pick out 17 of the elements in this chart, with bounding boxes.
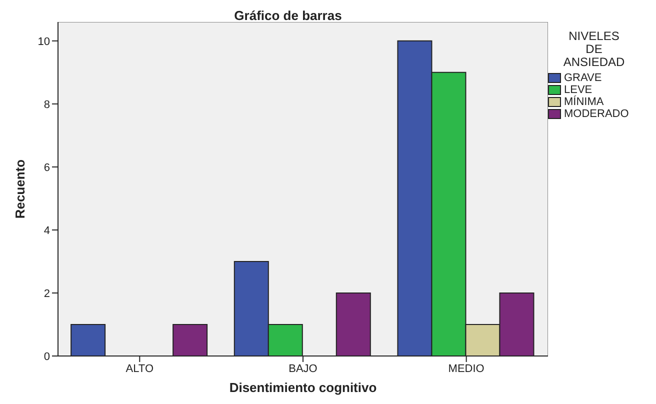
- x-axis-title: Disentimiento cognitivo: [229, 380, 377, 395]
- y-tick-label: 8: [44, 98, 50, 111]
- y-tick-label: 2: [44, 288, 50, 300]
- legend-title: NIVELES DE ANSIEDAD: [562, 29, 626, 69]
- y-tick-label: 10: [38, 36, 50, 48]
- legend-label: MODERADO: [564, 108, 629, 120]
- legend-label: MÍNIMA: [564, 96, 604, 108]
- legend-label: GRAVE: [564, 72, 602, 84]
- chart-title: Gráfico de barras: [233, 8, 343, 23]
- x-tick-label: MEDIO: [448, 362, 485, 375]
- y-tick-label: 0: [44, 350, 50, 363]
- x-tick-label: BAJO: [288, 362, 318, 375]
- y-tick-label: 4: [44, 224, 50, 237]
- legend-label: LEVE: [564, 84, 592, 96]
- y-tick-label: 6: [44, 162, 50, 174]
- y-axis-title: Recuento: [12, 159, 28, 219]
- x-tick-label: ALTO: [126, 362, 154, 375]
